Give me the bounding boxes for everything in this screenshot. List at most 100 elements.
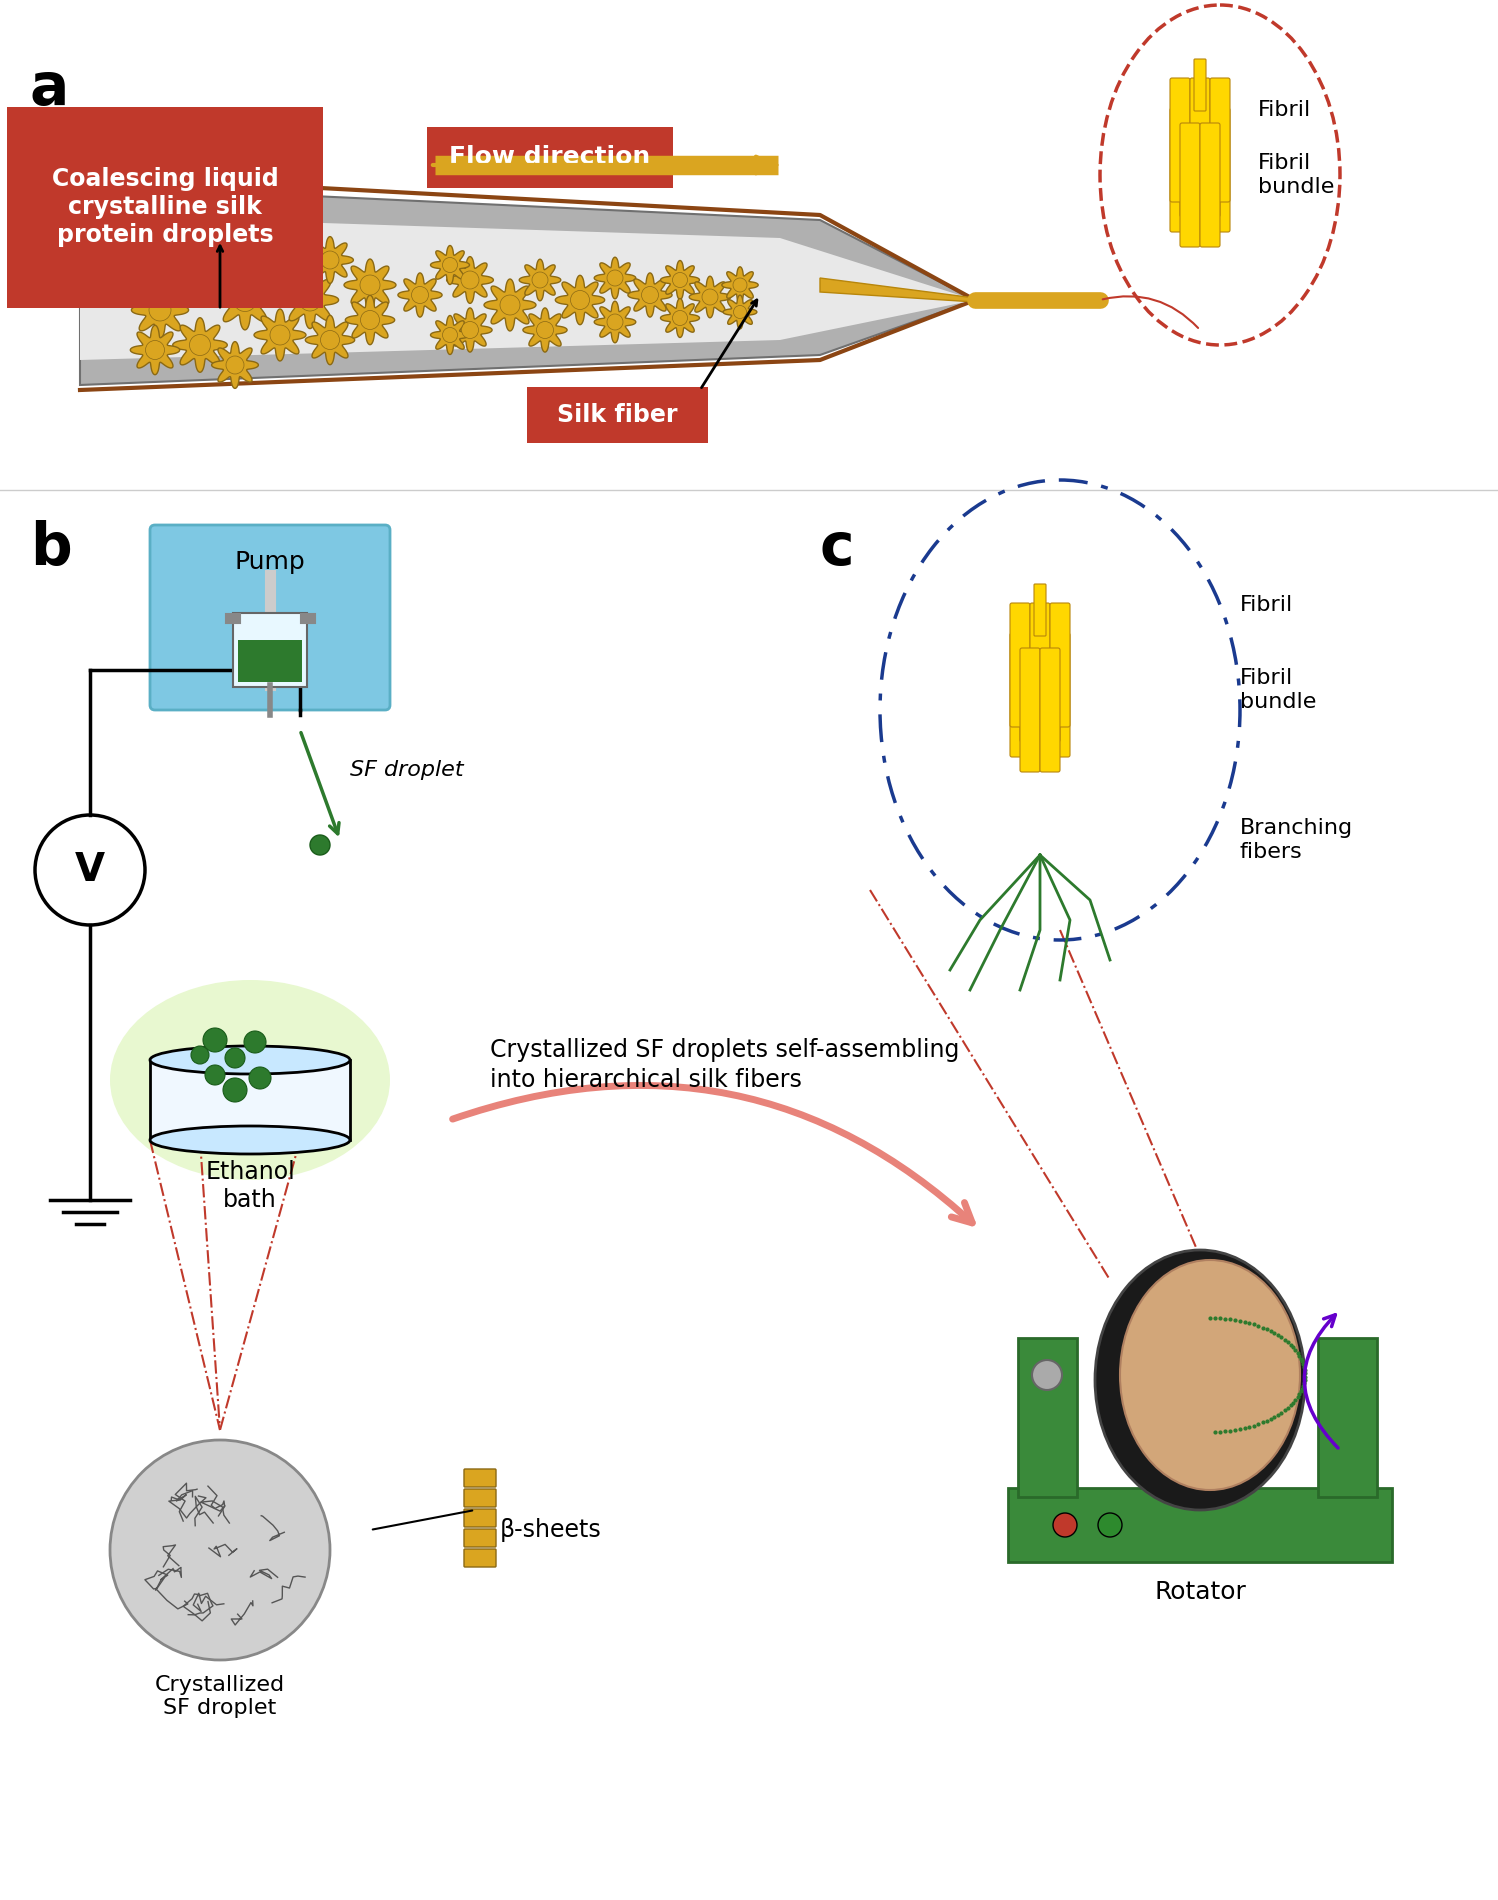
Polygon shape (661, 260, 700, 300)
Polygon shape (430, 245, 469, 285)
Ellipse shape (1121, 1260, 1300, 1490)
Text: Fibril: Fibril (1240, 595, 1293, 616)
Ellipse shape (109, 980, 389, 1180)
Text: Pump: Pump (235, 549, 306, 574)
FancyBboxPatch shape (238, 640, 303, 682)
Text: β-sheets: β-sheets (500, 1518, 602, 1543)
FancyBboxPatch shape (1040, 618, 1061, 743)
FancyBboxPatch shape (234, 614, 307, 688)
Circle shape (461, 272, 479, 289)
FancyBboxPatch shape (1180, 124, 1200, 247)
Circle shape (734, 306, 746, 319)
FancyBboxPatch shape (1200, 124, 1219, 247)
Polygon shape (345, 258, 395, 312)
FancyBboxPatch shape (1040, 648, 1061, 771)
Circle shape (270, 260, 291, 279)
Polygon shape (216, 270, 276, 331)
Circle shape (673, 272, 688, 287)
FancyBboxPatch shape (1210, 78, 1230, 201)
Polygon shape (132, 281, 189, 338)
Ellipse shape (150, 1047, 351, 1074)
FancyBboxPatch shape (464, 1548, 496, 1568)
Circle shape (442, 258, 457, 272)
Text: V: V (75, 851, 105, 889)
Circle shape (223, 1077, 247, 1102)
Polygon shape (430, 315, 469, 355)
FancyBboxPatch shape (464, 1530, 496, 1547)
Text: into hierarchical silk fibers: into hierarchical silk fibers (490, 1068, 801, 1092)
Circle shape (192, 1047, 210, 1064)
FancyBboxPatch shape (1050, 633, 1070, 756)
Circle shape (34, 815, 145, 925)
Polygon shape (722, 266, 758, 304)
Polygon shape (595, 256, 635, 298)
FancyBboxPatch shape (1019, 1338, 1077, 1497)
Circle shape (270, 325, 291, 346)
Polygon shape (172, 317, 228, 372)
Circle shape (141, 256, 159, 274)
Text: c: c (819, 521, 855, 578)
Text: Fibril
bundle: Fibril bundle (1258, 154, 1335, 196)
FancyBboxPatch shape (1194, 59, 1206, 110)
Text: SF droplet: SF droplet (351, 760, 463, 781)
FancyBboxPatch shape (1318, 1338, 1377, 1497)
FancyBboxPatch shape (1189, 78, 1210, 201)
FancyBboxPatch shape (7, 106, 324, 308)
Circle shape (733, 277, 748, 293)
Circle shape (321, 331, 340, 350)
Text: b: b (30, 521, 72, 578)
Circle shape (148, 298, 171, 321)
Polygon shape (255, 310, 306, 361)
Polygon shape (520, 258, 560, 300)
FancyBboxPatch shape (1050, 602, 1070, 728)
Text: Ethanol
bath: Ethanol bath (205, 1161, 295, 1212)
Circle shape (109, 1440, 330, 1661)
Circle shape (1098, 1512, 1122, 1537)
Polygon shape (306, 315, 355, 365)
Circle shape (607, 314, 623, 331)
Text: Flow direction: Flow direction (449, 144, 650, 169)
FancyBboxPatch shape (150, 524, 389, 711)
FancyBboxPatch shape (1010, 602, 1031, 728)
Text: Rotator: Rotator (1153, 1581, 1246, 1604)
Polygon shape (556, 276, 605, 325)
FancyBboxPatch shape (1180, 93, 1200, 217)
Polygon shape (211, 342, 258, 388)
Circle shape (145, 340, 165, 359)
Polygon shape (595, 302, 635, 342)
FancyBboxPatch shape (527, 388, 709, 443)
Polygon shape (79, 215, 975, 359)
FancyBboxPatch shape (464, 1469, 496, 1488)
Text: Crystallized
SF droplet: Crystallized SF droplet (154, 1676, 285, 1718)
Circle shape (205, 1066, 225, 1085)
Polygon shape (208, 213, 252, 256)
Ellipse shape (150, 1127, 351, 1153)
FancyBboxPatch shape (1189, 108, 1210, 232)
Polygon shape (307, 238, 354, 283)
Circle shape (321, 251, 339, 270)
Polygon shape (819, 277, 975, 302)
Polygon shape (127, 241, 174, 289)
Circle shape (703, 289, 718, 306)
Polygon shape (661, 298, 700, 338)
FancyBboxPatch shape (1170, 78, 1189, 201)
Circle shape (234, 289, 256, 312)
Circle shape (641, 287, 659, 304)
Circle shape (204, 1028, 228, 1053)
Polygon shape (446, 256, 493, 304)
FancyBboxPatch shape (1008, 1488, 1392, 1562)
Circle shape (226, 355, 244, 374)
Circle shape (222, 226, 238, 243)
Text: Fibril: Fibril (1258, 101, 1311, 120)
Polygon shape (346, 294, 394, 344)
Text: Fibril
bundle: Fibril bundle (1240, 669, 1317, 712)
Text: Silk fiber: Silk fiber (557, 403, 677, 428)
FancyBboxPatch shape (1210, 108, 1230, 232)
FancyBboxPatch shape (427, 127, 673, 188)
Polygon shape (130, 325, 180, 374)
Circle shape (361, 310, 379, 329)
FancyBboxPatch shape (1170, 108, 1189, 232)
Polygon shape (448, 308, 493, 352)
Text: Crystallized SF droplets self-assembling: Crystallized SF droplets self-assembling (490, 1037, 959, 1062)
FancyBboxPatch shape (1020, 648, 1040, 771)
